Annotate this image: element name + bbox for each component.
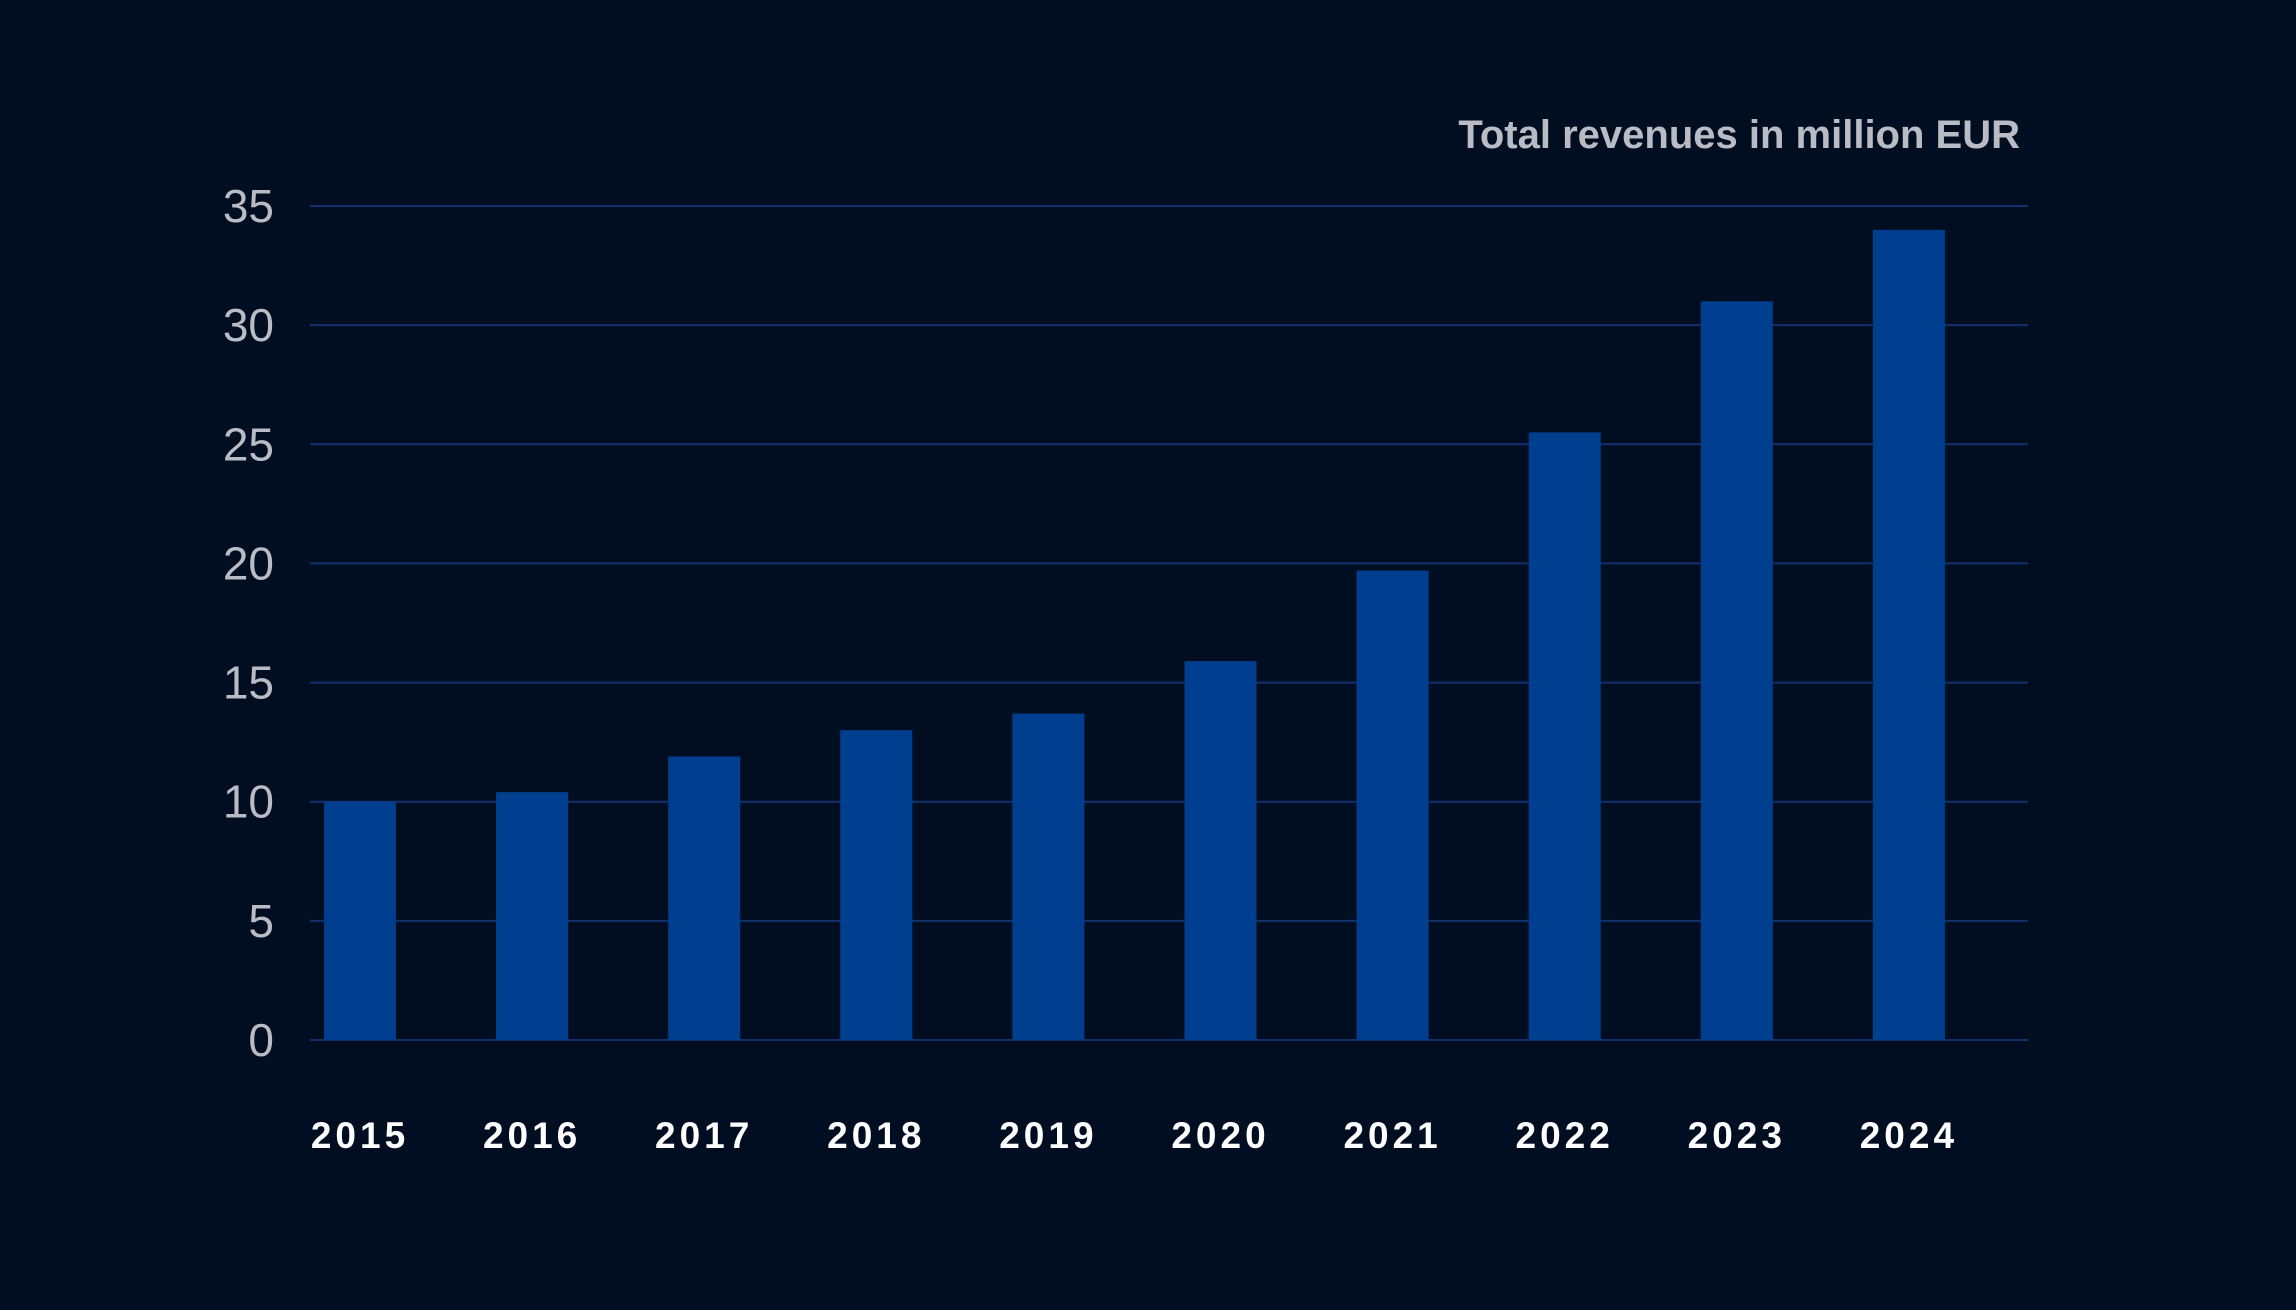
bar-2021: [1356, 570, 1429, 1040]
x-axis-ticks: 2015 2016 2017 2018 2019 2020 2021 2022 2023 2024: [311, 1115, 1958, 1156]
x-tick-label: 2017: [655, 1115, 753, 1156]
y-tick-label: 0: [248, 1014, 274, 1066]
y-axis-ticks: 0 5 10 15 20 25 30 35: [223, 180, 274, 1066]
x-tick-label: 2015: [311, 1115, 409, 1156]
bar-2017: [668, 756, 741, 1040]
x-tick-label: 2022: [1516, 1115, 1614, 1156]
gridlines: [310, 205, 2028, 1041]
bar-2019: [1012, 713, 1085, 1040]
x-tick-label: 2024: [1860, 1115, 1958, 1156]
x-tick-label: 2019: [999, 1115, 1097, 1156]
y-tick-label: 15: [223, 657, 274, 709]
x-tick-label: 2018: [827, 1115, 925, 1156]
y-tick-label: 35: [223, 180, 274, 232]
y-tick-label: 25: [223, 418, 274, 470]
bar-2024: [1872, 229, 1945, 1041]
bar-2020: [1184, 661, 1257, 1040]
y-tick-label: 10: [223, 776, 274, 828]
bar-2016: [496, 792, 569, 1040]
bar-2023: [1700, 301, 1773, 1040]
chart-title: Total revenues in million EUR: [1458, 113, 2020, 157]
x-tick-label: 2021: [1343, 1115, 1441, 1156]
x-tick-label: 2023: [1688, 1115, 1786, 1156]
x-tick-label: 2020: [1171, 1115, 1269, 1156]
bar-2015: [324, 801, 396, 1040]
bar-2022: [1528, 432, 1601, 1040]
bar-2018: [840, 730, 913, 1040]
bars: [324, 229, 1945, 1041]
y-tick-label: 30: [223, 299, 274, 351]
y-tick-label: 5: [248, 895, 274, 947]
x-tick-label: 2016: [483, 1115, 581, 1156]
y-tick-label: 20: [223, 537, 274, 589]
